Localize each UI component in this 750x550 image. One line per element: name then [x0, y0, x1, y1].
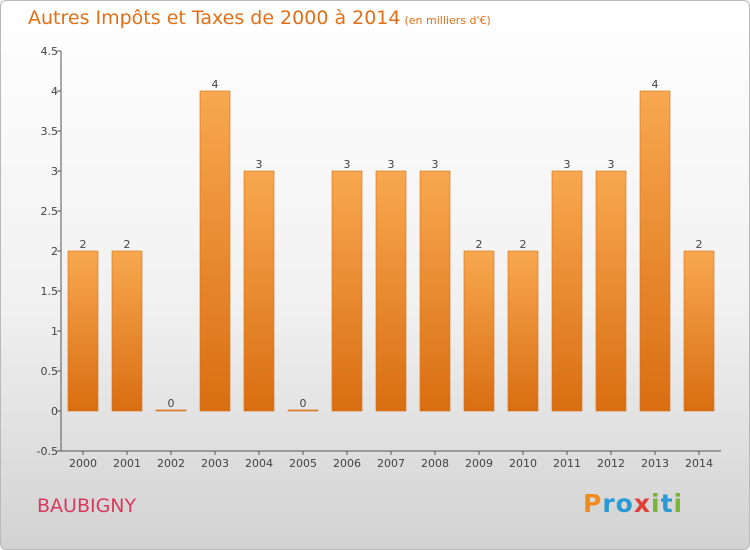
data-label: 3 [344, 158, 351, 171]
commune-name: BAUBIGNY [37, 495, 137, 517]
bar [287, 409, 319, 412]
bar [331, 170, 363, 412]
axes: -0.5 0 0.5 1 1.5 2 2.5 3 3.5 4 4.5 [37, 45, 721, 458]
bar [111, 250, 143, 412]
x-tick-label: 2006 [333, 457, 361, 470]
x-tick-label: 2014 [685, 457, 713, 470]
data-label: 3 [432, 158, 439, 171]
x-tick-label: 2005 [289, 457, 317, 470]
bar [199, 90, 231, 412]
logo-letter: x [633, 489, 651, 518]
x-tick-label: 2007 [377, 457, 405, 470]
x-tick-label: 2012 [597, 457, 625, 470]
x-tick-label: 2011 [553, 457, 581, 470]
x-tick-label: 2002 [157, 457, 185, 470]
proxiti-logo: Proxiti [583, 489, 683, 518]
y-tick-label: 0 [51, 405, 58, 418]
bar [419, 170, 451, 412]
bar [463, 250, 495, 412]
bar [507, 250, 539, 412]
data-label: 0 [168, 397, 175, 410]
data-label: 4 [652, 78, 659, 91]
data-label: 4 [212, 78, 219, 91]
data-label: 0 [300, 397, 307, 410]
chart-title: Autres Impôts et Taxes de 2000 à 2014 (en… [28, 7, 491, 29]
data-label: 2 [124, 238, 131, 251]
data-label: 2 [476, 238, 483, 251]
bar [551, 170, 583, 412]
data-label: 2 [696, 238, 703, 251]
y-tick-label: 3.5 [41, 125, 59, 138]
logo-letter: P [583, 489, 603, 518]
bar [243, 170, 275, 412]
bar [375, 170, 407, 412]
x-tick-label: 2013 [641, 457, 669, 470]
y-tick-label: 2 [51, 245, 58, 258]
data-label: 2 [520, 238, 527, 251]
data-label: 3 [256, 158, 263, 171]
x-tick-label: 2003 [201, 457, 229, 470]
logo-letter: r [602, 489, 616, 518]
data-label: 2 [80, 238, 87, 251]
bars [67, 90, 715, 412]
data-label: 3 [608, 158, 615, 171]
y-tick-label: 2.5 [41, 205, 59, 218]
labels: 2 2000 2 2001 0 2002 4 2003 3 2004 0 2005 3 2006 3 2007… [69, 78, 713, 470]
data-label: 3 [564, 158, 571, 171]
x-tick-label: 2008 [421, 457, 449, 470]
y-tick-label: 3 [51, 165, 58, 178]
chart-subtitle: (en milliers d'€) [404, 14, 491, 27]
x-tick-label: 2000 [69, 457, 97, 470]
data-label: 3 [388, 158, 395, 171]
y-tick-label: 4 [51, 85, 58, 98]
y-tick-label: 0.5 [41, 365, 59, 378]
y-tick-label: 1 [51, 325, 58, 338]
y-tick-label: 1.5 [41, 285, 59, 298]
bar [595, 170, 627, 412]
bar [155, 409, 187, 412]
logo-letter: o [615, 489, 634, 518]
x-tick-label: 2004 [245, 457, 273, 470]
logo-letter: t [660, 489, 674, 518]
y-tick-label: -0.5 [37, 445, 58, 458]
x-tick-label: 2001 [113, 457, 141, 470]
bar [639, 90, 671, 412]
x-tick-label: 2010 [509, 457, 537, 470]
bar [683, 250, 715, 412]
y-tick-label: 4.5 [41, 45, 59, 58]
logo-letter: i [651, 489, 661, 518]
x-tick-label: 2009 [465, 457, 493, 470]
logo-letter: i [673, 489, 684, 518]
bar [67, 250, 99, 412]
chart-title-text: Autres Impôts et Taxes de 2000 à 2014 [28, 7, 401, 29]
